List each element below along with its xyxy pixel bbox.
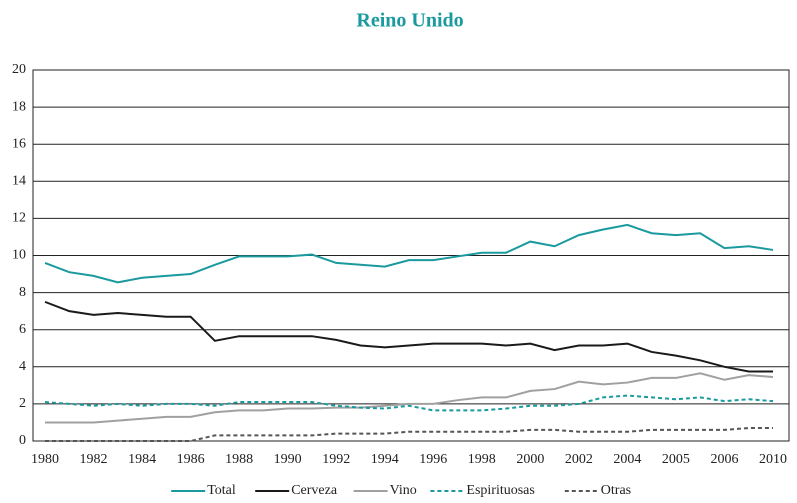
chart-title: Reino Unido bbox=[356, 10, 463, 32]
series-line bbox=[44, 300, 773, 373]
legend-label: Cerveza bbox=[291, 483, 338, 498]
x-tick-label: 2004 bbox=[613, 452, 641, 467]
x-tick-label: 2006 bbox=[710, 452, 738, 467]
y-tick-label: 18 bbox=[12, 99, 26, 114]
legend-label: Vino bbox=[390, 483, 417, 498]
y-tick-label: 12 bbox=[12, 211, 26, 226]
y-tick-label: 16 bbox=[12, 136, 26, 151]
series-line bbox=[45, 427, 773, 442]
x-tick-label: 1986 bbox=[177, 452, 205, 467]
y-tick-label: 10 bbox=[12, 248, 26, 263]
y-tick-label: 4 bbox=[19, 359, 26, 374]
y-tick-label: 2 bbox=[19, 396, 26, 411]
y-tick-label: 20 bbox=[12, 62, 26, 77]
x-tick-label: 1990 bbox=[274, 452, 302, 467]
x-tick-label: 2005 bbox=[662, 452, 690, 467]
y-tick-label: 14 bbox=[12, 174, 26, 189]
x-tick-label: 2000 bbox=[516, 452, 544, 467]
y-tick-label: 8 bbox=[19, 285, 26, 300]
x-tick-label: 1992 bbox=[322, 452, 350, 467]
x-tick-label: 1994 bbox=[371, 452, 399, 467]
series-line bbox=[45, 372, 774, 424]
x-tick-label: 1980 bbox=[31, 452, 59, 467]
x-tick-label: 1996 bbox=[419, 452, 447, 467]
series-line bbox=[44, 394, 774, 412]
y-tick-label: 6 bbox=[19, 322, 26, 337]
x-tick-label: 2002 bbox=[565, 452, 593, 467]
x-tick-label: 1988 bbox=[225, 452, 253, 467]
legend-label: Total bbox=[207, 483, 236, 498]
x-tick-label: 2010 bbox=[759, 452, 787, 467]
series-line bbox=[44, 223, 774, 284]
x-tick-label: 1984 bbox=[128, 452, 156, 467]
legend-label: Espirituosas bbox=[466, 483, 534, 498]
y-tick-label: 0 bbox=[19, 433, 26, 448]
legend-label: Otras bbox=[601, 483, 631, 498]
x-tick-label: 1998 bbox=[468, 452, 496, 467]
x-tick-label: 1982 bbox=[80, 452, 108, 467]
